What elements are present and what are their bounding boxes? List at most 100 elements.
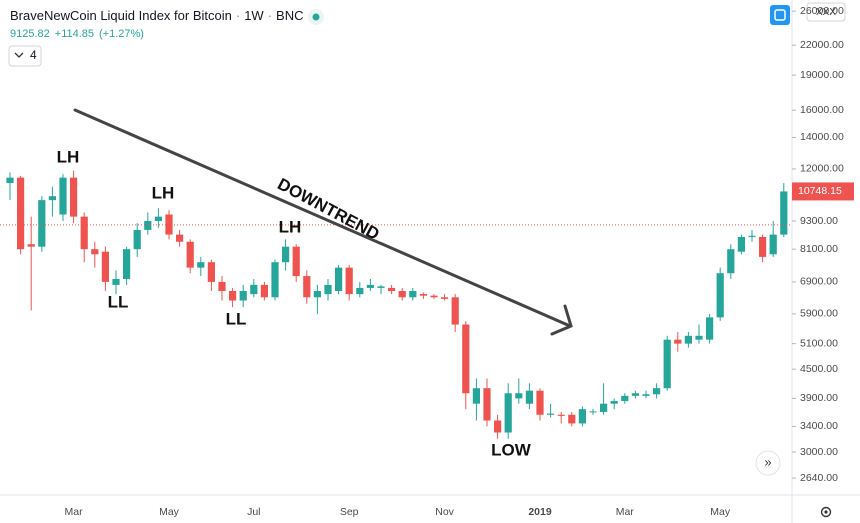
candle-body [621, 395, 629, 402]
candle-body [759, 236, 767, 257]
trend-arrow [73, 108, 573, 336]
y-tick-label: 22000.00 [800, 39, 844, 51]
chart-title: BraveNewCoin Liquid Index for Bitcoin · 1W… [10, 8, 303, 23]
chevron-icon [14, 52, 24, 58]
scroll-icon: » [764, 454, 771, 469]
candle-body [303, 276, 311, 298]
gear-ring [820, 506, 832, 518]
candle-body [123, 249, 131, 279]
currency-badge[interactable] [806, 2, 846, 22]
annotation: LL [226, 309, 247, 328]
candle-body [515, 393, 523, 399]
x-tick-label: May [710, 506, 731, 518]
candle-body [27, 244, 35, 247]
candle-body [38, 200, 46, 247]
candle-body [144, 220, 152, 230]
candle-body [282, 246, 290, 263]
candle-body [451, 297, 459, 325]
separator: · [236, 8, 240, 23]
candle-body [345, 267, 353, 295]
annotation: LH [279, 217, 302, 236]
y-tick-label: 6900.00 [800, 276, 838, 288]
y-tick-label: 26000.00 [800, 5, 844, 17]
candle-body [176, 234, 184, 242]
candle-body [631, 393, 639, 396]
candle-body [578, 409, 586, 424]
candle-body [154, 216, 162, 221]
candle-body [218, 281, 226, 291]
x-tick-label: Mar [616, 506, 635, 518]
price-badge [792, 182, 854, 201]
x-tick-label: Sep [340, 506, 359, 518]
status-dot [312, 13, 320, 21]
candle-body [780, 191, 788, 235]
y-tick-label: 19000.00 [800, 69, 844, 81]
candle-body [610, 401, 618, 404]
candle-body [727, 249, 735, 274]
y-tick-label: 3000.00 [800, 446, 838, 458]
annotation: LOW [491, 440, 532, 459]
arrow-head [550, 304, 573, 336]
candle-body [684, 335, 692, 344]
candle-body [388, 287, 396, 291]
interval: 1W [244, 8, 264, 23]
candle-body [695, 335, 703, 340]
change-percent: (+1.27%) [99, 28, 144, 40]
candle-body [663, 339, 671, 389]
annotation: LL [108, 292, 129, 311]
candle-body [80, 216, 88, 250]
y-tick-label: 12000.00 [800, 163, 844, 175]
candle-body [472, 388, 480, 404]
candle-body [133, 229, 141, 250]
candle-body [589, 411, 597, 413]
candle-body [494, 420, 502, 433]
scale-icon [774, 9, 786, 21]
x-tick-label: May [159, 506, 180, 518]
x-tick-label: 2019 [528, 506, 552, 518]
candle-body [260, 284, 268, 298]
candle-body [101, 251, 109, 282]
candle-body [748, 235, 756, 237]
candle-body [642, 394, 650, 396]
x-tick-label: Jul [247, 506, 260, 518]
candle-body [525, 390, 533, 404]
price-badge-label: 10748.15 [798, 185, 842, 197]
x-tick-label: Nov [435, 506, 454, 518]
annotation: LH [152, 183, 175, 202]
settings-icon[interactable] [820, 506, 832, 518]
change: +114.85 [55, 28, 94, 40]
candle-body [377, 286, 385, 288]
candle-body [356, 287, 364, 295]
y-tick-label: 14000.00 [800, 131, 844, 143]
trend-line [73, 108, 572, 328]
scale-button[interactable] [770, 5, 790, 25]
candle-body [229, 290, 237, 301]
candle-body [239, 290, 247, 301]
candle-body [271, 262, 279, 298]
indicators-count: 4 [30, 48, 37, 62]
y-tick-label: 2640.00 [800, 472, 838, 484]
candle-body [483, 388, 491, 421]
candle-body [653, 388, 661, 395]
candle-body [6, 177, 14, 184]
last-price: 9125.82 [10, 28, 50, 40]
candle-body [504, 393, 512, 433]
candle-body [70, 177, 78, 217]
annotation: LH [57, 147, 80, 166]
scroll-button[interactable] [755, 450, 781, 476]
candle-body [547, 413, 555, 415]
symbol-name: BraveNewCoin Liquid Index for Bitcoin [10, 8, 232, 23]
candle-body [706, 317, 714, 340]
candle-body [600, 403, 608, 412]
candle-body [441, 297, 449, 299]
gear-hub [824, 510, 828, 514]
currency-label: XXX [816, 7, 836, 18]
y-tick-label: 5900.00 [800, 308, 838, 320]
candle-body [186, 241, 194, 268]
candle-body [716, 273, 724, 318]
indicators-toggle[interactable] [8, 45, 42, 67]
candle-body [91, 249, 99, 255]
candle-body [430, 295, 438, 298]
candle-body [462, 324, 470, 394]
